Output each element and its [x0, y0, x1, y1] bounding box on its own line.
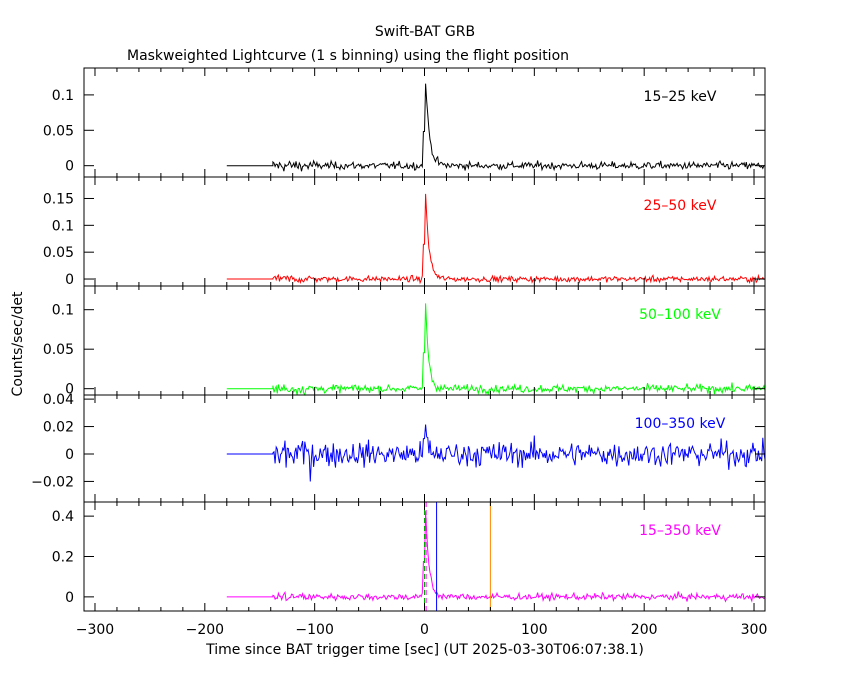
x-tick-label: −300	[76, 622, 114, 638]
y-tick-label: 0	[65, 590, 74, 606]
panel-15-25-kev: 0 0.05 0.1 15–25 keV	[43, 67, 766, 178]
y-tick-label: 0	[65, 159, 74, 175]
y-tick-label: 0.05	[43, 245, 74, 261]
x-axis-label: Time since BAT trigger time [sec] (UT 20…	[205, 642, 644, 658]
panel-15-350-kev: 0 0.2 0.4 15–350 keV	[52, 501, 766, 612]
y-tick-label: 0.4	[52, 509, 74, 525]
x-tick-label: 100	[521, 622, 548, 638]
chart-title: Swift-BAT GRB	[375, 24, 475, 40]
y-tick-label: −0.02	[31, 474, 74, 490]
y-tick-label: 0.1	[52, 88, 74, 104]
panel-25-50-kev: 0 0.05 0.1 0.15 25–50 keV	[43, 176, 766, 288]
x-tick-label: 200	[631, 622, 658, 638]
x-tick-label: 300	[741, 622, 768, 638]
y-tick-label: 0.1	[52, 218, 74, 234]
panel-100-350-kev: −0.02 0 0.02 0.04 100–350 keV	[31, 392, 766, 503]
y-tick-label: 0.2	[52, 550, 74, 566]
band-label: 100–350 keV	[635, 416, 726, 432]
y-tick-label: 0.04	[43, 392, 74, 408]
y-tick-label: 0.05	[43, 342, 74, 358]
series-line	[226, 83, 765, 172]
y-tick-label: 0.02	[43, 420, 74, 436]
x-tick-label: 0	[420, 622, 429, 638]
band-label: 15–25 keV	[644, 89, 717, 105]
series-line	[226, 511, 766, 603]
y-tick-label: 0	[65, 447, 74, 463]
band-label: 50–100 keV	[639, 307, 721, 323]
chart-subtitle: Maskweighted Lightcurve (1 s binning) us…	[127, 48, 569, 64]
panel-50-100-kev: 0 0.05 0.1 50–100 keV	[43, 285, 766, 398]
y-axis-label: Counts/sec/det	[10, 291, 26, 396]
y-tick-label: 0.15	[43, 191, 74, 207]
series-line	[226, 303, 766, 397]
y-tick-label: 0	[65, 272, 74, 288]
x-tick-label: −100	[295, 622, 333, 638]
y-tick-label: 0.1	[52, 303, 74, 319]
series-line	[226, 193, 766, 285]
y-tick-label: 0.05	[43, 123, 74, 139]
band-label: 25–50 keV	[644, 198, 717, 214]
x-tick-label: −200	[186, 622, 224, 638]
y-tick-label: 0	[65, 382, 74, 398]
band-label: 15–350 keV	[639, 523, 721, 539]
series-line	[226, 424, 766, 482]
